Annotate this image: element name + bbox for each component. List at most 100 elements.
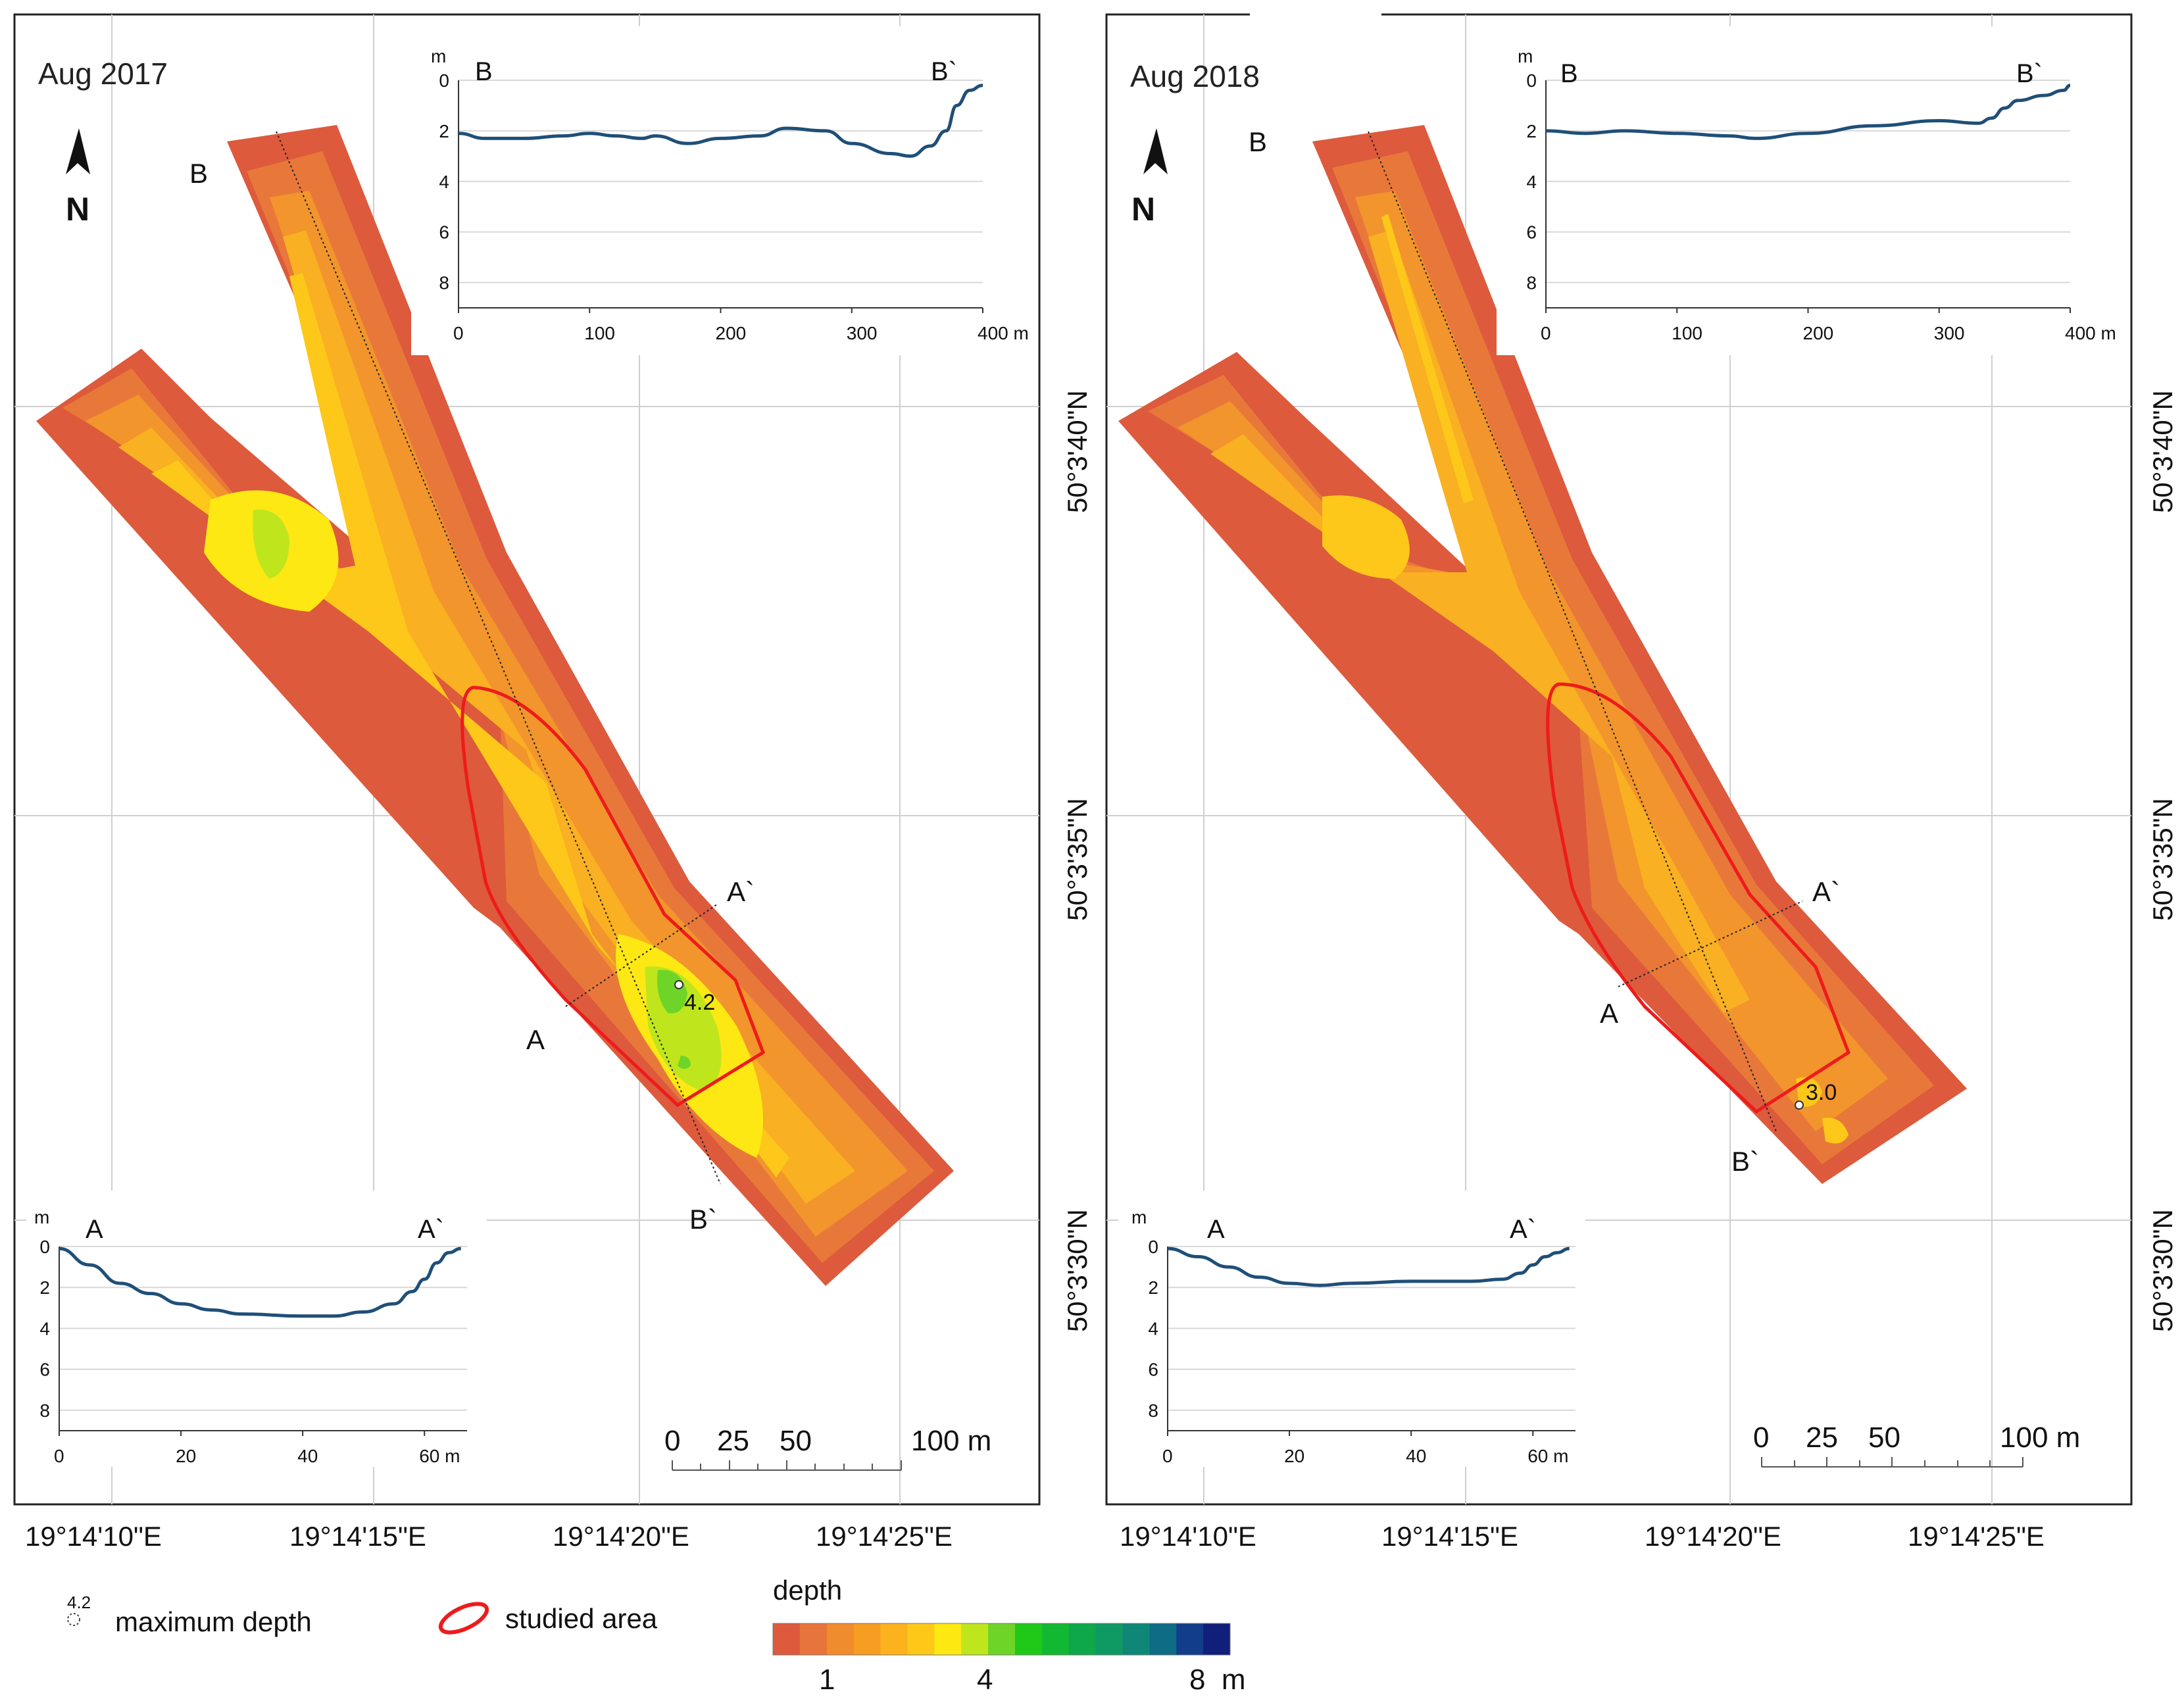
- lat-label: 50°3'35"N: [2147, 798, 2178, 921]
- profile-bb-start-label: B: [475, 57, 493, 86]
- profile-aa-end-label: A`: [1510, 1215, 1536, 1244]
- profile-line: [1545, 84, 2071, 140]
- studied-area-outline: [460, 685, 766, 1108]
- svg-text:maximum depth: maximum depth: [115, 1606, 312, 1637]
- y-tick-label: 6: [39, 1360, 50, 1380]
- x-tick-label: 400 m: [2065, 323, 2116, 343]
- svg-text:0: 0: [664, 1425, 680, 1457]
- y-tick-label: 0: [1526, 70, 1537, 91]
- svg-text:50: 50: [1868, 1421, 1900, 1454]
- max-depth-label: 4.2: [684, 990, 715, 1015]
- y-tick-label: 6: [439, 222, 449, 243]
- profile-aa-unit: m: [1131, 1207, 1147, 1227]
- colorbar-swatch: [1095, 1623, 1123, 1655]
- studied-area-icon: [438, 1602, 489, 1635]
- legend-max-depth: 4.2 maximum depth: [67, 1592, 312, 1637]
- profile-aa-start-label: A: [1207, 1215, 1225, 1244]
- lon-label: 19°14'20"E: [553, 1521, 689, 1552]
- x-tick-label: 60 m: [1527, 1446, 1568, 1466]
- profile-aa-end-label: A`: [418, 1215, 444, 1244]
- svg-text:depth: depth: [773, 1575, 842, 1606]
- max-depth-point: [1795, 1100, 1804, 1110]
- profile-aa-start-label: A: [86, 1215, 103, 1244]
- map-title: Aug 2018: [1130, 59, 1260, 93]
- y-tick-label: 2: [1148, 1277, 1158, 1298]
- depth-zone-4: [1322, 214, 1474, 579]
- x-tick-label: 40: [1406, 1446, 1426, 1466]
- svg-text:100 m: 100 m: [2000, 1421, 2080, 1454]
- y-tick-label: 0: [39, 1237, 50, 1257]
- y-tick-label: 8: [1148, 1400, 1158, 1421]
- map-title: Aug 2017: [38, 57, 168, 91]
- x-tick-label: 100: [584, 323, 615, 343]
- section-line-b: [276, 131, 721, 1185]
- svg-text:25: 25: [717, 1425, 749, 1457]
- profile-bb-unit: m: [1518, 46, 1533, 66]
- section-b-end-label: B`: [689, 1204, 717, 1235]
- colorbar-swatch: [880, 1623, 908, 1655]
- lon-label: 19°14'10"E: [25, 1521, 162, 1552]
- y-tick-label: 0: [439, 70, 449, 91]
- x-tick-label: 200: [1803, 323, 1834, 343]
- profile-line: [59, 1246, 461, 1318]
- section-a-start-label: A: [1600, 998, 1618, 1029]
- x-tick-label: 0: [1541, 323, 1551, 343]
- profile-aa-unit: m: [34, 1207, 49, 1227]
- y-tick-label: 8: [1526, 273, 1537, 293]
- section-a-end-label: A`: [1812, 876, 1840, 907]
- max-depth-label: 3.0: [1806, 1080, 1837, 1105]
- y-tick-label: 2: [439, 121, 449, 141]
- lon-label: 19°14'15"E: [1381, 1521, 1518, 1552]
- section-b-start-label: B: [189, 158, 208, 189]
- colorbar-swatch: [826, 1623, 855, 1655]
- max-depth-symbol-icon: [67, 1613, 80, 1626]
- y-tick-label: 2: [1526, 121, 1537, 141]
- svg-text:4.2: 4.2: [67, 1592, 91, 1612]
- profile-bb-inset: 0 2 4 6 8 0 100 200 300 400 m m B B`: [411, 26, 1029, 355]
- svg-text:100 m: 100 m: [911, 1425, 991, 1457]
- lat-label: 50°3'35"N: [1062, 798, 1093, 921]
- depth-zone-5: [204, 490, 763, 1158]
- section-b-start-label: B: [1249, 126, 1267, 157]
- y-tick-label: 4: [439, 172, 449, 192]
- lon-label: 19°14'10"E: [1120, 1521, 1256, 1552]
- section-line-a: [1618, 901, 1803, 987]
- y-tick-label: 6: [1148, 1360, 1158, 1380]
- y-tick-label: 4: [39, 1318, 50, 1339]
- colorbar-swatch: [1176, 1623, 1204, 1655]
- legend: 4.2 maximum depth studied area depth 1 4…: [67, 1575, 1246, 1696]
- svg-text:50: 50: [780, 1425, 812, 1457]
- profile-line: [1167, 1246, 1570, 1287]
- x-tick-label: 300: [1934, 323, 1965, 343]
- legend-studied-area: studied area: [438, 1602, 658, 1635]
- colorbar-swatch: [1203, 1623, 1231, 1655]
- lon-label: 19°14'25"E: [816, 1521, 953, 1552]
- colorbar-swatch: [1122, 1623, 1150, 1655]
- north-arrow-icon: N: [66, 128, 90, 228]
- svg-text:studied area: studied area: [505, 1603, 658, 1634]
- studied-area-outline: [1546, 682, 1851, 1114]
- colorbar-swatch: [1149, 1623, 1177, 1655]
- colorbar: [772, 1623, 1231, 1656]
- y-tick-label: 0: [1148, 1237, 1158, 1257]
- profile-aa-chart: 0 2 4 6 8 0 20 40 60 m: [39, 1237, 467, 1466]
- profile-bb-unit: m: [431, 46, 446, 66]
- x-tick-label: 60 m: [419, 1446, 460, 1466]
- profile-aa-inset: 0 2 4 6 8 0 20 40 60 m m A A`: [26, 1191, 487, 1467]
- x-tick-label: 0: [453, 323, 464, 343]
- bathymetry-map: 4.2: [36, 125, 954, 1286]
- colorbar-border: [772, 1623, 1231, 1656]
- svg-text:25: 25: [1806, 1421, 1838, 1454]
- y-tick-label: 8: [39, 1400, 50, 1421]
- colorbar-swatch: [773, 1623, 801, 1655]
- section-a-start-label: A: [526, 1024, 545, 1055]
- y-tick-label: 8: [439, 273, 449, 293]
- x-tick-label: 200: [716, 323, 747, 343]
- profile-aa-inset: 0 2 4 6 8 0 20 40 60 m m A A`: [1118, 1191, 1585, 1467]
- scale-bar: 0 25 50 100 m: [1753, 1421, 2080, 1468]
- profile-bb-chart: 0 2 4 6 8 0 100 200 300 400 m: [439, 70, 1028, 343]
- section-line-b: [1368, 131, 1777, 1132]
- section-a-end-label: A`: [727, 876, 755, 907]
